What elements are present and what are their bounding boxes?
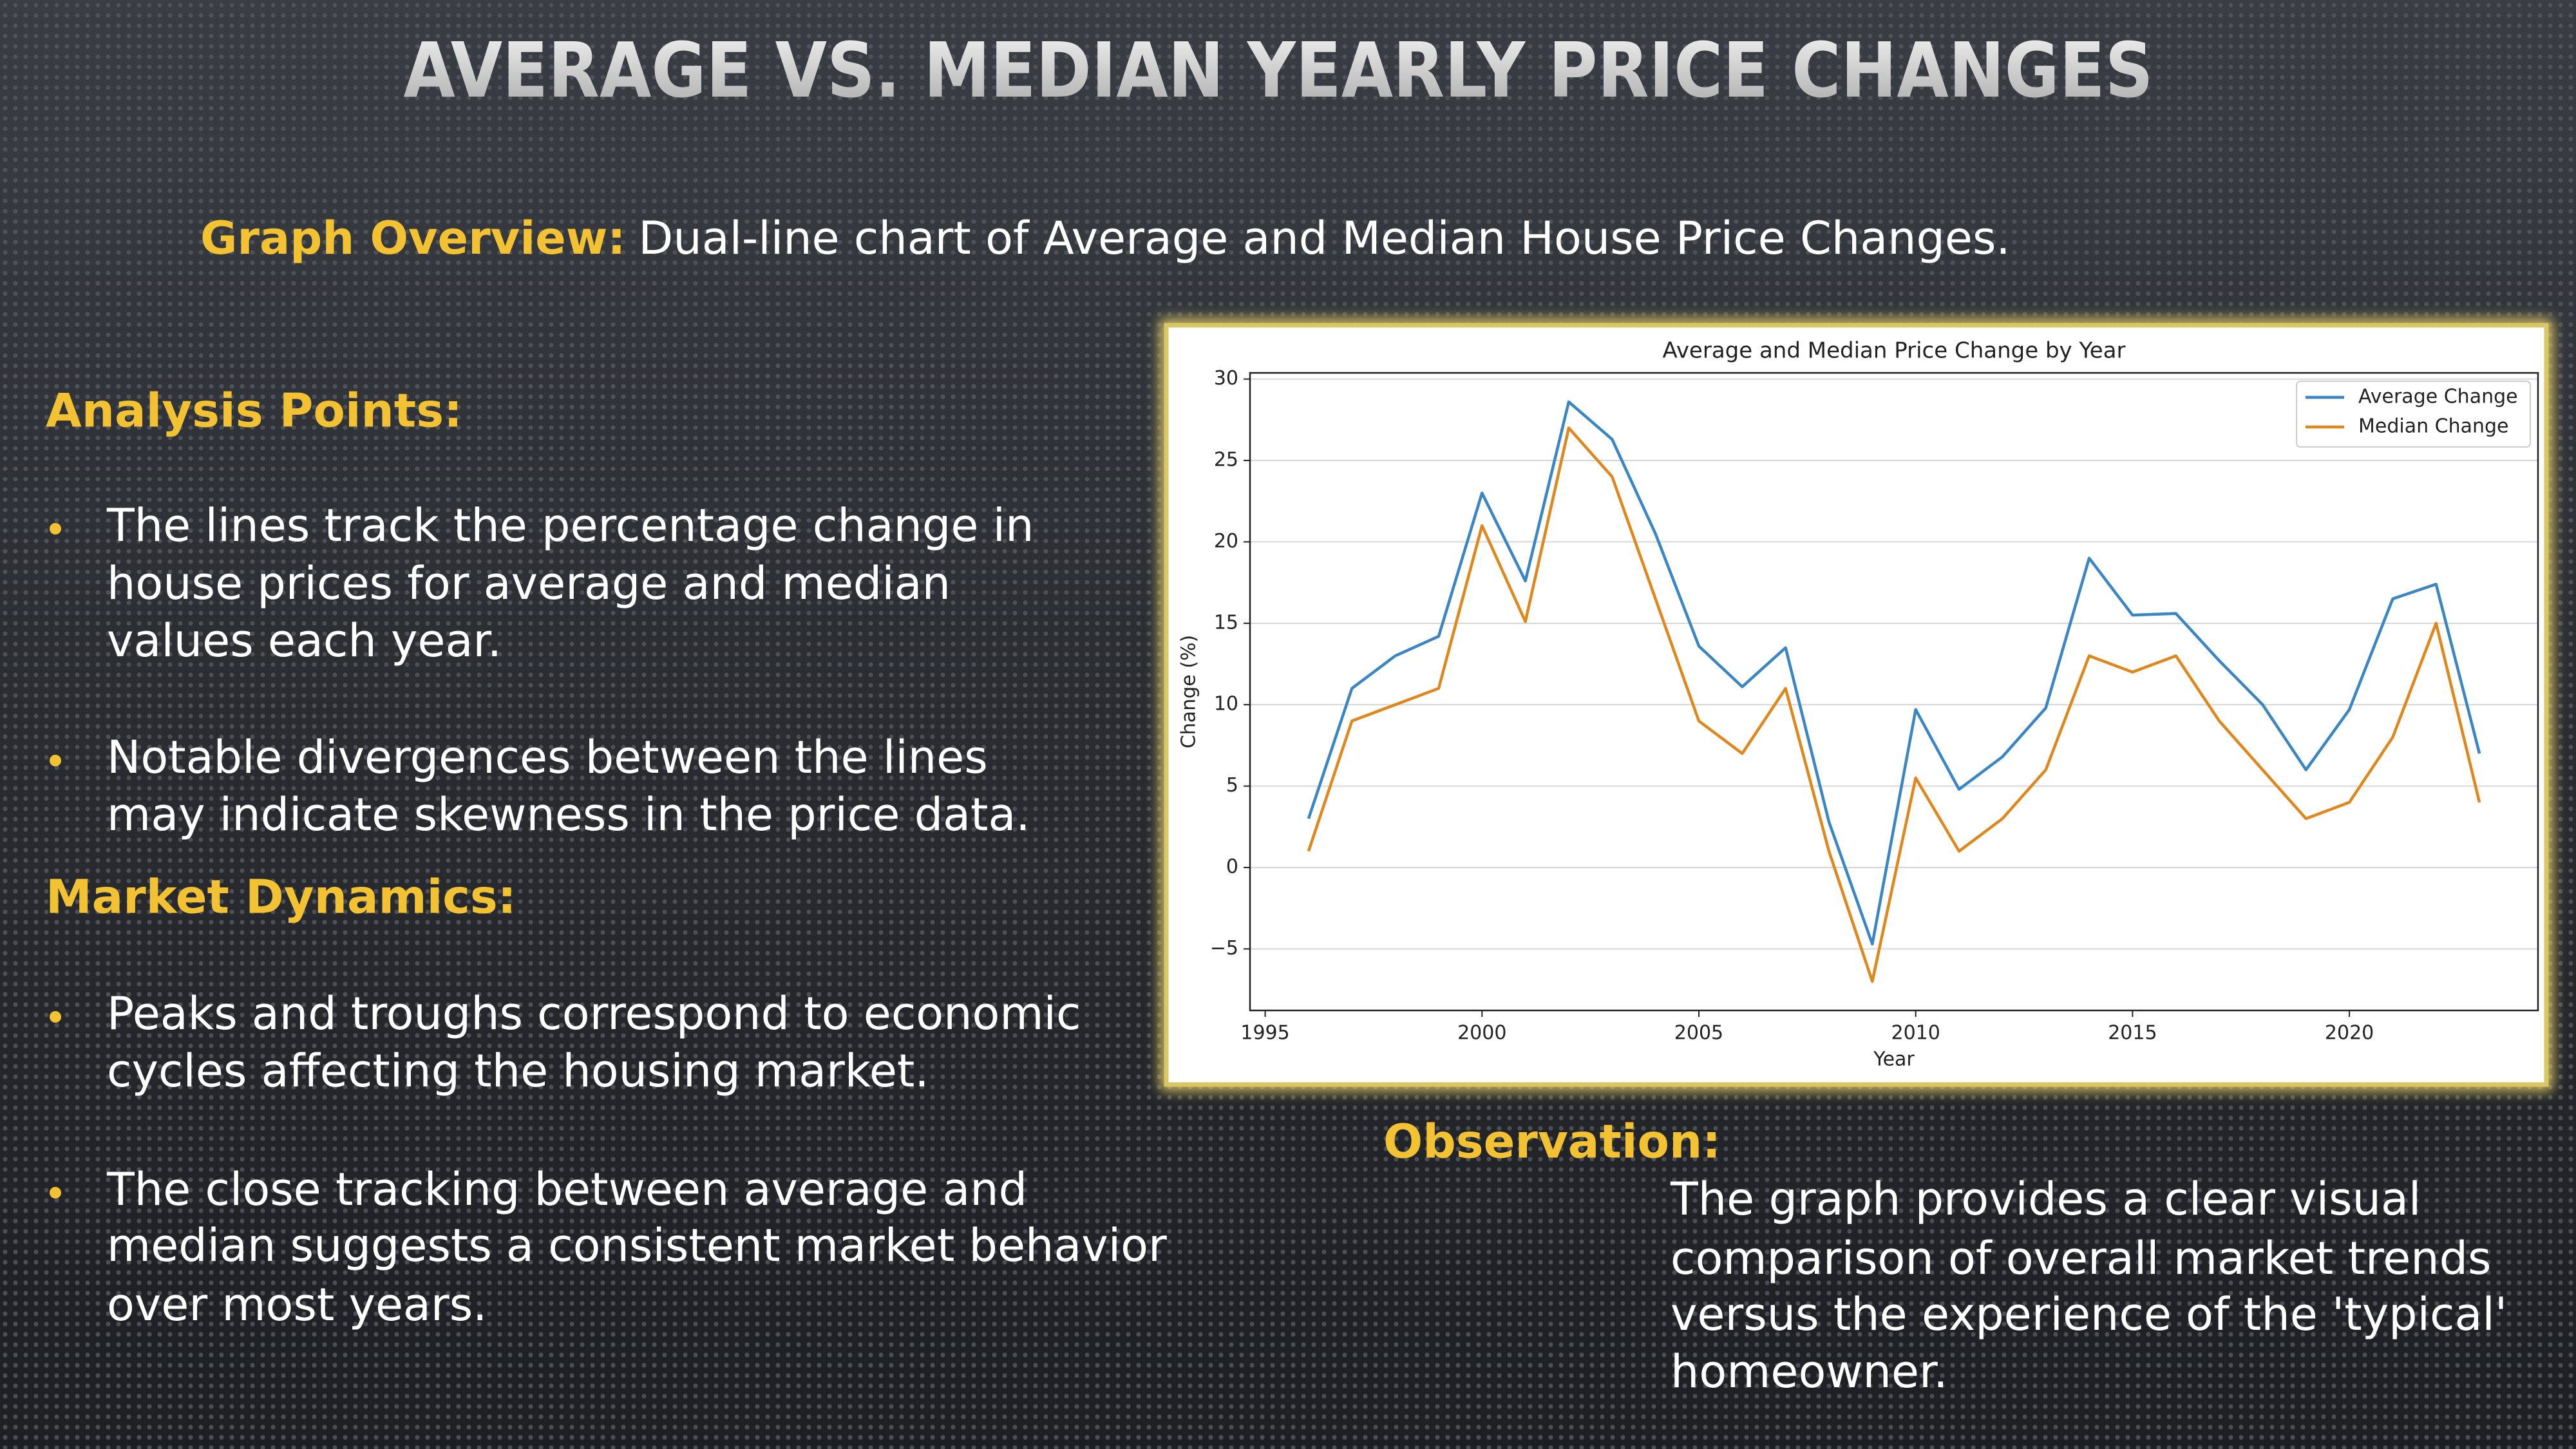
series-line	[1307, 400, 2481, 946]
bullet-text: house prices for average and median	[107, 557, 951, 610]
y-tick-label: 20	[1214, 530, 1238, 553]
x-axis-label: Year	[1873, 1048, 1915, 1071]
x-tick-label: 2020	[2325, 1022, 2374, 1045]
bullet-text: values each year.	[107, 614, 502, 667]
bullet-text: over most years.	[107, 1278, 487, 1331]
bullet-text: median suggests a consistent market beha…	[107, 1219, 1167, 1272]
overview: Graph Overview: Dual-line chart of Averag…	[200, 212, 2011, 265]
bullet-dot	[50, 755, 61, 766]
observation-text: homeowner.	[1671, 1345, 1948, 1398]
bullet-text: Peaks and troughs correspond to economic	[107, 987, 1081, 1040]
y-axis-label: Change (%)	[1178, 635, 1200, 748]
bullet-text: The lines track the percentage change in	[106, 499, 1034, 552]
overview-text: Dual-line chart of Average and Median Ho…	[638, 212, 2010, 265]
observation-text: comparison of overall market trends	[1671, 1232, 2492, 1285]
y-tick-label: 15	[1214, 611, 1238, 634]
y-tick-label: 5	[1226, 774, 1238, 797]
chart-title: Average and Median Price Change by Year	[1663, 338, 2126, 364]
y-tick-label: 25	[1214, 449, 1238, 471]
plot-frame	[1249, 372, 2539, 1012]
section-heading: Analysis Points:	[46, 384, 462, 438]
x-tick-label: 2010	[1891, 1022, 1940, 1045]
bullet-text: cycles affecting the housing market.	[107, 1045, 929, 1097]
y-tick-label: 30	[1214, 367, 1238, 390]
bullet-text: Notable divergences between the lines	[107, 731, 988, 784]
chart: Average and Median Price Change by Year −…	[1178, 338, 2539, 1071]
bullet-dot	[50, 523, 61, 535]
x-tick-label: 2005	[1674, 1022, 1723, 1045]
slide-title: AVERAGE VS. MEDIAN YEARLY PRICE CHANGES	[404, 26, 2154, 115]
x-tick-label: 1995	[1240, 1022, 1289, 1045]
overview-label: Graph Overview:	[200, 212, 625, 265]
legend-box	[2296, 381, 2531, 448]
x-tick-label: 2015	[2108, 1022, 2157, 1045]
section-heading: Market Dynamics:	[46, 870, 516, 924]
x-tick-label: 2000	[1457, 1022, 1506, 1045]
series-line	[1307, 426, 2481, 983]
bullet-dot	[50, 1011, 61, 1023]
bullet-text: may indicate skewness in the price data.	[107, 788, 1030, 841]
legend-label: Average Change	[2358, 386, 2518, 408]
y-tick-label: 10	[1214, 693, 1238, 715]
observation-text: versus the experience of the 'typical'	[1671, 1288, 2507, 1341]
observation-text: The graph provides a clear visual	[1670, 1173, 2421, 1226]
legend-label: Median Change	[2358, 415, 2509, 438]
observation-heading: Observation:	[1383, 1115, 1721, 1169]
y-tick-label: −5	[1210, 937, 1238, 960]
bullet-text: The close tracking between average and	[106, 1163, 1027, 1216]
y-tick-label: 0	[1226, 856, 1238, 878]
bullet-dot	[50, 1187, 61, 1198]
